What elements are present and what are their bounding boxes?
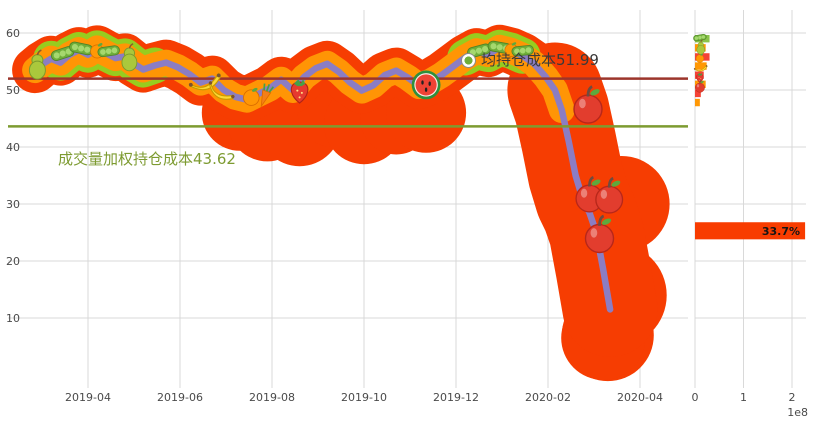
fruit-markers: [28, 33, 708, 254]
pear-icon: [28, 49, 46, 80]
peas-icon: [511, 45, 534, 57]
x-tick-label: 2019-10: [341, 391, 387, 404]
vwap-cost-label: 成交量加权持仓成本43.62: [58, 152, 236, 167]
profile-tick-label: 1: [740, 391, 747, 404]
apple-icon: [694, 79, 705, 93]
apple-icon: [595, 177, 624, 214]
x-tick-label: 2020-02: [525, 391, 571, 404]
apple-icon: [573, 85, 603, 124]
y-tick-label: 30: [6, 198, 20, 211]
axes: 1020304050602019-042019-062019-082019-10…: [6, 27, 808, 419]
orange-icon: [243, 87, 260, 106]
volume-profile-area[interactable]: [695, 10, 806, 388]
volume-bar: [695, 89, 701, 98]
avg-cost-label: 均持仓成本51.99: [461, 53, 599, 68]
strawberry-icon: [290, 79, 309, 104]
orange-icon: [695, 53, 705, 63]
peas-icon: [69, 41, 94, 56]
profile-tick-label: 2: [789, 391, 796, 404]
banana-icon: [208, 81, 235, 100]
vwap-cost-label-text: 成交量加权持仓成本43.62: [58, 150, 236, 168]
y-tick-label: 60: [6, 27, 20, 40]
y-tick-label: 10: [6, 312, 20, 325]
volume-bar-percentage: 33.7%: [761, 225, 800, 238]
volume-bar: [695, 62, 707, 70]
watermelon-icon: [411, 70, 441, 100]
carrot-icon: [260, 83, 274, 108]
x-tick-label: 2019-04: [65, 391, 111, 404]
cost-lines: [8, 77, 688, 128]
x-tick-label: 2019-12: [433, 391, 479, 404]
x-tick-label: 2020-04: [617, 391, 663, 404]
y-tick-label: 40: [6, 141, 20, 154]
pear-icon: [696, 39, 706, 55]
price-cloud: [12, 24, 670, 382]
peas-icon: [97, 45, 120, 58]
pea-badge-icon: [461, 53, 476, 68]
y-tick-label: 20: [6, 255, 20, 268]
volume-bar-highlight: [695, 222, 806, 240]
y-tick-label: 50: [6, 84, 20, 97]
pear-icon: [121, 43, 138, 72]
peas-icon: [693, 33, 707, 42]
x-tick-label: 2019-08: [249, 391, 295, 404]
avg-cost-label-text: 均持仓成本51.99: [481, 51, 599, 69]
apple-icon: [584, 214, 615, 254]
strawberry-icon: [696, 72, 704, 83]
price-line: [31, 44, 614, 313]
banana-icon: [693, 64, 708, 72]
volume-bar: [695, 98, 700, 107]
profile-tick-label: 0: [692, 391, 699, 404]
banana-icon: [188, 72, 222, 91]
profile-scale-label: 1e8: [787, 406, 808, 419]
x-tick-label: 2019-06: [157, 391, 203, 404]
